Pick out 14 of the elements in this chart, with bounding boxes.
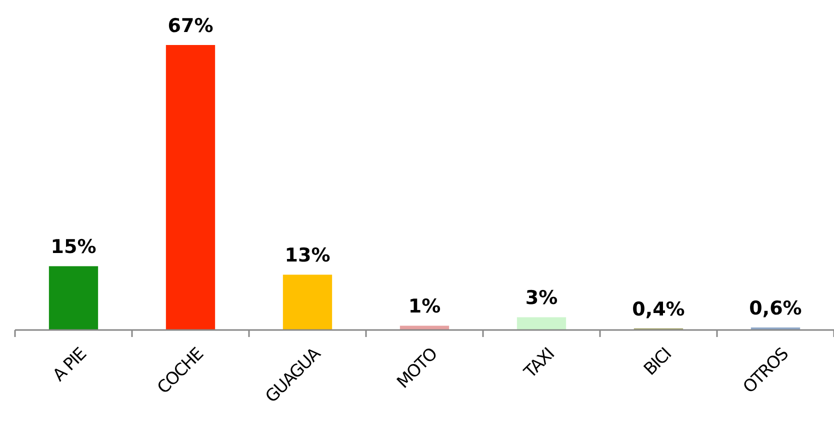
data-label: 0,4% [632, 298, 685, 320]
bar [400, 326, 450, 330]
bar [48, 266, 98, 330]
data-label: 13% [284, 244, 330, 267]
bar [166, 45, 216, 330]
x-tick-label: A PIE [49, 344, 91, 386]
bar [516, 317, 566, 330]
data-label: 0,6% [749, 297, 802, 320]
data-label: 67% [168, 15, 214, 37]
x-tick-label: BICI [640, 344, 676, 380]
bar [282, 274, 332, 330]
data-label: 1% [408, 296, 441, 318]
data-label: 15% [50, 236, 96, 258]
data-label: 3% [525, 287, 558, 310]
